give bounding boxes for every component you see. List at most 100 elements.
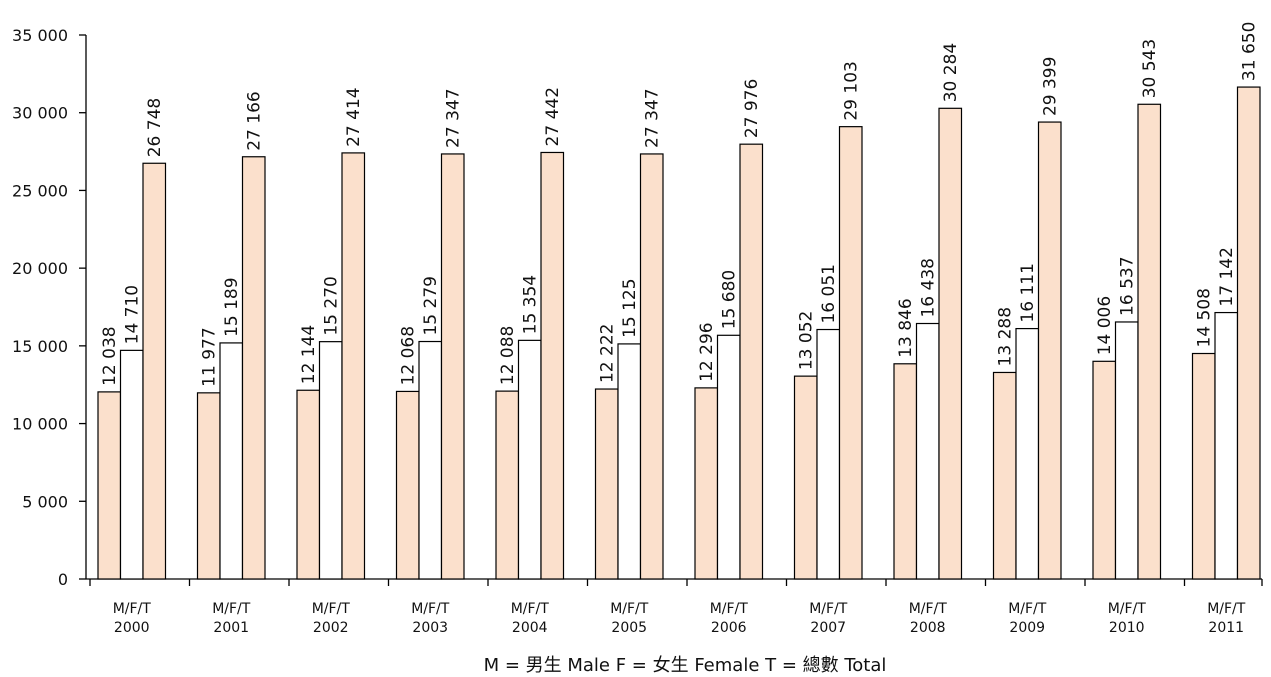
y-tick-label: 30 000 <box>12 104 68 123</box>
bar-f-2007 <box>816 328 841 580</box>
category-year-label: 2002 <box>313 620 349 636</box>
x-axis: M/F/T 2000 M/F/T 2001 M/F/T 2002 M/F/T 2003 M/F/… <box>86 578 1263 636</box>
bar-m-2010 <box>1092 360 1117 580</box>
data-label-t-2001: 27 166 <box>245 91 265 150</box>
bar-t-2011 <box>1236 86 1261 580</box>
category-prefix-label: M/F/T <box>710 601 749 617</box>
bar-t-2005 <box>639 153 664 580</box>
bar-m-2006 <box>694 387 719 580</box>
bar-m-2007 <box>793 375 818 580</box>
bar-t-2001 <box>241 156 266 580</box>
y-tick-label: 15 000 <box>12 337 68 356</box>
bar-t-2009 <box>1037 121 1062 580</box>
data-label-m-2009: 13 288 <box>996 307 1016 366</box>
data-label-f-2000: 14 710 <box>123 285 143 344</box>
bar-t-2007 <box>838 126 863 580</box>
data-label-m-2011: 14 508 <box>1195 288 1215 347</box>
bars <box>97 86 1261 580</box>
bar-m-2008 <box>893 363 918 580</box>
data-label-f-2008: 16 438 <box>919 258 939 317</box>
data-label-f-2001: 15 189 <box>222 277 242 336</box>
category-year-label: 2007 <box>810 620 846 636</box>
bar-t-2003 <box>440 153 465 580</box>
bar-f-2009 <box>1015 327 1040 580</box>
data-label-m-2002: 12 144 <box>299 325 319 384</box>
data-label-t-2003: 27 347 <box>444 88 464 147</box>
bar-f-2001 <box>219 342 244 580</box>
bar-t-2010 <box>1137 103 1162 580</box>
data-label-m-2010: 14 006 <box>1095 296 1115 355</box>
category-year-label: 2000 <box>114 620 150 636</box>
bar-m-2001 <box>196 392 221 580</box>
data-label-m-2000: 12 038 <box>100 326 120 385</box>
data-label-m-2003: 12 068 <box>399 326 419 385</box>
data-label-t-2011: 31 650 <box>1240 22 1260 81</box>
bar-t-2002 <box>341 152 366 580</box>
category-prefix-label: M/F/T <box>511 601 550 617</box>
bar-m-2004 <box>495 390 520 580</box>
data-label-m-2006: 12 296 <box>697 322 717 381</box>
bar-f-2003 <box>418 340 443 580</box>
y-tick-label: 5 000 <box>22 492 68 511</box>
bar-m-2009 <box>992 371 1017 580</box>
data-label-f-2006: 15 680 <box>720 270 740 329</box>
category-prefix-label: M/F/T <box>411 601 450 617</box>
bar-f-2000 <box>119 349 144 580</box>
data-label-f-2010: 16 537 <box>1118 256 1138 315</box>
bar-m-2011 <box>1191 352 1216 580</box>
data-label-t-2008: 30 284 <box>941 43 961 102</box>
bar-f-2002 <box>318 341 343 580</box>
category-prefix-label: M/F/T <box>909 601 948 617</box>
category-prefix-label: M/F/T <box>1008 601 1047 617</box>
bar-m-2002 <box>296 389 321 580</box>
bar-f-2011 <box>1214 311 1239 580</box>
bar-t-2008 <box>938 107 963 580</box>
category-year-label: 2010 <box>1109 620 1145 636</box>
data-label-t-2005: 27 347 <box>643 88 663 147</box>
bar-m-2003 <box>395 390 420 580</box>
category-year-label: 2004 <box>512 620 548 636</box>
legend-text: M = 男生 Male F = 女生 Female T = 總數 Total <box>484 655 887 676</box>
y-tick-label: 35 000 <box>12 26 68 45</box>
category-year-label: 2011 <box>1208 620 1244 636</box>
category-year-label: 2003 <box>412 620 448 636</box>
bar-f-2006 <box>716 334 741 580</box>
data-label-t-2009: 29 399 <box>1041 57 1061 116</box>
category-prefix-label: M/F/T <box>212 601 251 617</box>
data-label-m-2008: 13 846 <box>896 298 916 357</box>
data-label-f-2007: 16 051 <box>819 264 839 323</box>
bar-m-2000 <box>97 391 122 580</box>
data-label-f-2004: 15 354 <box>521 275 541 334</box>
bar-f-2005 <box>617 343 642 580</box>
category-prefix-label: M/F/T <box>113 601 152 617</box>
bar-f-2008 <box>915 322 940 580</box>
category-year-label: 2009 <box>1009 620 1045 636</box>
category-prefix-label: M/F/T <box>1108 601 1147 617</box>
data-label-t-2006: 27 976 <box>742 79 762 138</box>
data-label-m-2004: 12 088 <box>498 326 518 385</box>
data-label-f-2011: 17 142 <box>1217 247 1237 306</box>
category-prefix-label: M/F/T <box>610 601 649 617</box>
data-label-t-2007: 29 103 <box>842 61 862 120</box>
data-label-f-2005: 15 125 <box>620 278 640 337</box>
y-axis: 0 5 000 10 000 15 000 20 000 25 000 30 000 35 0… <box>12 26 87 589</box>
category-year-label: 2008 <box>910 620 946 636</box>
y-tick-label: 25 000 <box>12 181 68 200</box>
category-year-label: 2006 <box>711 620 747 636</box>
data-label-m-2007: 13 052 <box>797 311 817 370</box>
bar-f-2004 <box>517 339 542 580</box>
y-tick-label: 0 <box>58 570 68 589</box>
category-year-label: 2001 <box>213 620 249 636</box>
data-label-f-2003: 15 279 <box>421 276 441 335</box>
data-label-t-2004: 27 442 <box>543 87 563 146</box>
data-label-m-2001: 11 977 <box>200 327 220 386</box>
y-tick-label: 20 000 <box>12 259 68 278</box>
category-prefix-label: M/F/T <box>1207 601 1246 617</box>
category-year-label: 2005 <box>611 620 647 636</box>
data-label-t-2000: 26 748 <box>145 98 165 157</box>
data-label-t-2010: 30 543 <box>1140 39 1160 98</box>
category-prefix-label: M/F/T <box>809 601 848 617</box>
data-label-f-2009: 16 111 <box>1018 263 1038 322</box>
